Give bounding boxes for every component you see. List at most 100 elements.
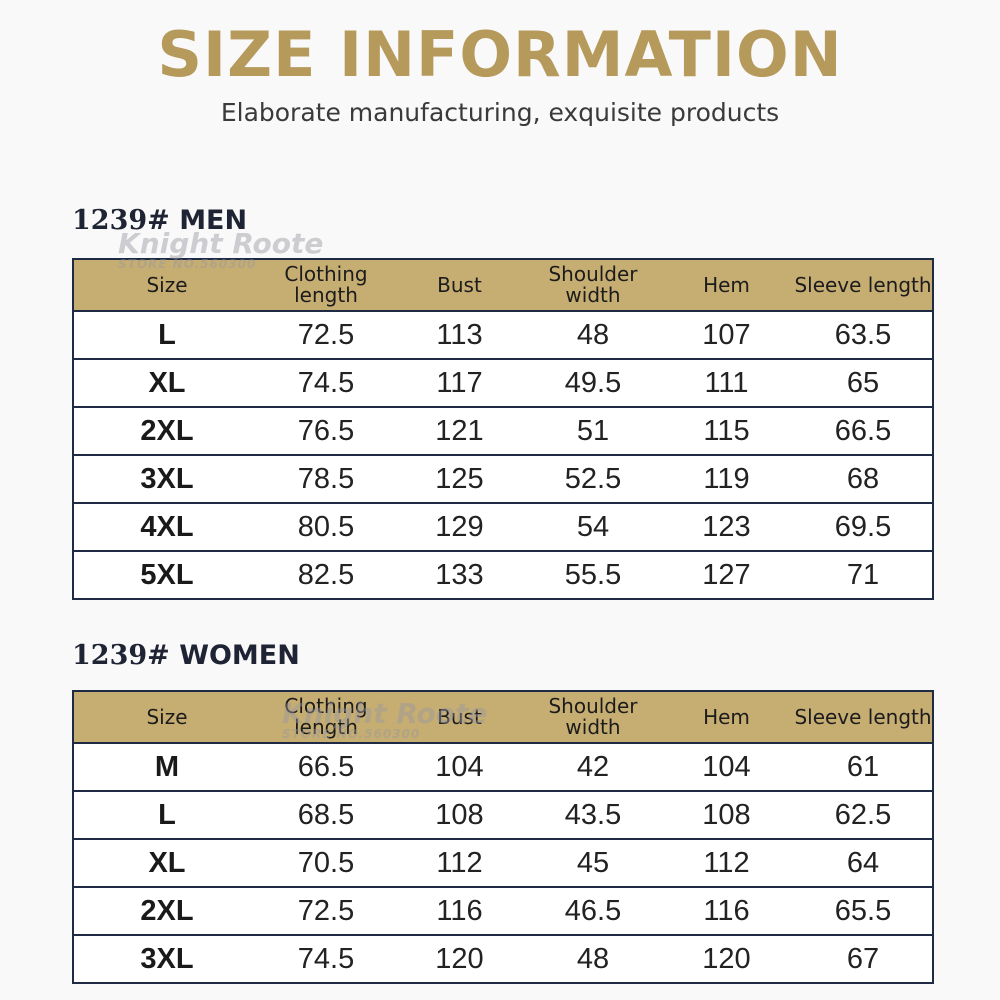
measurement-cell: 123 [659, 502, 794, 551]
col-header-hem: Hem [659, 258, 794, 311]
size-cell: XL [73, 358, 260, 407]
col-header-size: Size [73, 690, 260, 743]
col-header-bust: Bust [392, 258, 527, 311]
men-table-header-row: Size Clothing length Bust Shoulder width… [73, 258, 933, 311]
measurement-cell: 108 [392, 790, 527, 839]
measurement-cell: 112 [392, 838, 527, 887]
measurement-cell: 48 [527, 310, 659, 359]
measurement-cell: 121 [392, 406, 527, 455]
size-cell: 2XL [73, 406, 260, 455]
measurement-cell: 66.5 [794, 406, 933, 455]
measurement-cell: 45 [527, 838, 659, 887]
measurement-cell: 117 [392, 358, 527, 407]
table-row: 2XL 76.5 121 51 115 66.5 [73, 406, 933, 455]
men-heading-number: 1239# [72, 205, 170, 236]
men-section-heading: 1239# MEN [72, 205, 247, 236]
measurement-cell: 133 [392, 550, 527, 599]
measurement-cell: 67 [794, 934, 933, 983]
size-cell: 3XL [73, 454, 260, 503]
measurement-cell: 48 [527, 934, 659, 983]
measurement-cell: 63.5 [794, 310, 933, 359]
table-row: M 66.5 104 42 104 61 [73, 742, 933, 791]
size-cell: 5XL [73, 550, 260, 599]
measurement-cell: 115 [659, 406, 794, 455]
measurement-cell: 70.5 [260, 838, 392, 887]
size-cell: 4XL [73, 502, 260, 551]
measurement-cell: 65 [794, 358, 933, 407]
col-header-sleeve-length: Sleeve length [794, 258, 933, 311]
measurement-cell: 80.5 [260, 502, 392, 551]
measurement-cell: 104 [392, 742, 527, 791]
measurement-cell: 49.5 [527, 358, 659, 407]
measurement-cell: 111 [659, 358, 794, 407]
men-heading-label: MEN [179, 205, 248, 236]
table-row: 4XL 80.5 129 54 123 69.5 [73, 502, 933, 551]
table-row: 2XL 72.5 116 46.5 116 65.5 [73, 886, 933, 935]
col-header-bust: Bust [392, 690, 527, 743]
col-header-shoulder-width: Shoulder width [527, 690, 659, 743]
women-heading-number: 1239# [72, 640, 170, 671]
page-title: SIZE INFORMATION [157, 18, 843, 91]
measurement-cell: 68 [794, 454, 933, 503]
col-header-clothing-length: Clothing length [260, 690, 392, 743]
table-row: 3XL 78.5 125 52.5 119 68 [73, 454, 933, 503]
men-table-body: L 72.5 113 48 107 63.5 XL 74.5 117 49.5 111 65 2XL 76… [73, 310, 933, 599]
measurement-cell: 129 [392, 502, 527, 551]
measurement-cell: 104 [659, 742, 794, 791]
measurement-cell: 72.5 [260, 886, 392, 935]
table-row: L 72.5 113 48 107 63.5 [73, 310, 933, 359]
measurement-cell: 66.5 [260, 742, 392, 791]
measurement-cell: 119 [659, 454, 794, 503]
measurement-cell: 125 [392, 454, 527, 503]
measurement-cell: 52.5 [527, 454, 659, 503]
measurement-cell: 43.5 [527, 790, 659, 839]
size-cell: L [73, 310, 260, 359]
measurement-cell: 116 [392, 886, 527, 935]
women-section-heading: 1239# WOMEN [72, 640, 300, 671]
table-row: 5XL 82.5 133 55.5 127 71 [73, 550, 933, 599]
measurement-cell: 68.5 [260, 790, 392, 839]
col-header-sleeve-length: Sleeve length [794, 690, 933, 743]
size-cell: M [73, 742, 260, 791]
measurement-cell: 64 [794, 838, 933, 887]
measurement-cell: 120 [392, 934, 527, 983]
measurement-cell: 42 [527, 742, 659, 791]
measurement-cell: 65.5 [794, 886, 933, 935]
measurement-cell: 127 [659, 550, 794, 599]
table-row: XL 74.5 117 49.5 111 65 [73, 358, 933, 407]
women-heading-label: WOMEN [179, 640, 300, 671]
measurement-cell: 82.5 [260, 550, 392, 599]
measurement-cell: 107 [659, 310, 794, 359]
measurement-cell: 54 [527, 502, 659, 551]
measurement-cell: 108 [659, 790, 794, 839]
measurement-cell: 55.5 [527, 550, 659, 599]
measurement-cell: 61 [794, 742, 933, 791]
size-cell: 2XL [73, 886, 260, 935]
measurement-cell: 112 [659, 838, 794, 887]
page-subtitle: Elaborate manufacturing, exquisite produ… [220, 98, 780, 127]
measurement-cell: 74.5 [260, 934, 392, 983]
measurement-cell: 76.5 [260, 406, 392, 455]
size-cell: L [73, 790, 260, 839]
table-row: L 68.5 108 43.5 108 62.5 [73, 790, 933, 839]
men-size-table: Size Clothing length Bust Shoulder width… [72, 258, 934, 600]
measurement-cell: 113 [392, 310, 527, 359]
women-table-header-row: Size Clothing length Bust Shoulder width… [73, 690, 933, 743]
measurement-cell: 120 [659, 934, 794, 983]
women-table-body: M 66.5 104 42 104 61 L 68.5 108 43.5 108 62.5 XL 70.5… [73, 742, 933, 983]
measurement-cell: 69.5 [794, 502, 933, 551]
col-header-shoulder-width: Shoulder width [527, 258, 659, 311]
measurement-cell: 51 [527, 406, 659, 455]
measurement-cell: 71 [794, 550, 933, 599]
size-cell: 3XL [73, 934, 260, 983]
col-header-clothing-length: Clothing length [260, 258, 392, 311]
size-cell: XL [73, 838, 260, 887]
col-header-size: Size [73, 258, 260, 311]
women-size-table: Size Clothing length Bust Shoulder width… [72, 690, 934, 984]
col-header-hem: Hem [659, 690, 794, 743]
measurement-cell: 74.5 [260, 358, 392, 407]
table-row: 3XL 74.5 120 48 120 67 [73, 934, 933, 983]
measurement-cell: 46.5 [527, 886, 659, 935]
measurement-cell: 116 [659, 886, 794, 935]
measurement-cell: 62.5 [794, 790, 933, 839]
